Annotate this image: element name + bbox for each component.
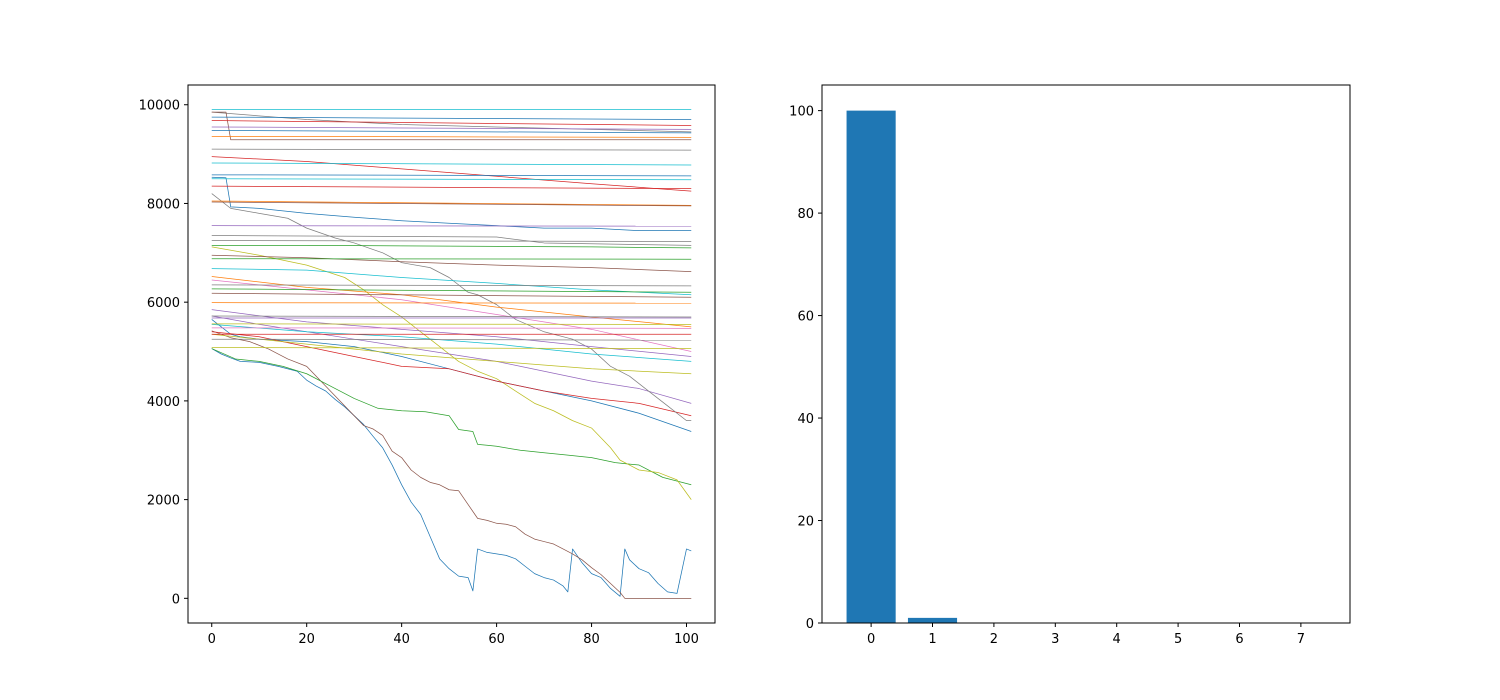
line-series-29	[211, 174, 692, 177]
line-series-group	[211, 109, 692, 599]
line-series-30	[211, 178, 692, 181]
line-series-9	[211, 268, 692, 296]
y-tick-label: 8000	[147, 197, 180, 212]
line-series-11	[211, 279, 692, 352]
line-series-33	[211, 201, 692, 207]
x-tick-label: 6	[1235, 632, 1243, 647]
x-tick-label: 80	[583, 632, 600, 647]
x-tick-label: 0	[867, 632, 875, 647]
bar-1	[907, 617, 958, 623]
line-series-39	[211, 292, 692, 298]
y-tick-label: 6000	[147, 296, 180, 311]
line-chart-panel: 0 20 40 60 80 100 0 2000 4000 6000 8000 10000	[139, 84, 716, 647]
line-series-38	[211, 288, 692, 293]
line-chart-frame	[187, 84, 716, 624]
x-tick-label: 5	[1174, 632, 1182, 647]
line-series-23	[211, 120, 692, 126]
line-series-41	[211, 315, 692, 318]
line-series-13	[211, 324, 692, 362]
line-series-20	[211, 235, 692, 246]
line-series-7	[211, 193, 692, 422]
y-tick-label: 10000	[139, 99, 180, 114]
line-series-19	[211, 111, 692, 141]
x-tick-label: 40	[393, 632, 410, 647]
line-series-22	[211, 116, 692, 120]
x-tick-label: 4	[1113, 632, 1121, 647]
line-series-37	[211, 284, 692, 287]
x-tick-label: 2	[990, 632, 998, 647]
y-tick-label: 40	[797, 412, 814, 427]
line-series-18	[211, 245, 692, 249]
bar-chart-panel: 0 1 2 3 4 5 6 7 0 20 40 60 80 100	[789, 84, 1351, 647]
x-tick-label: 20	[298, 632, 315, 647]
line-series-3	[211, 246, 692, 500]
x-tick-label: 60	[488, 632, 505, 647]
y-tick-label: 60	[797, 310, 814, 325]
line-series-1	[211, 330, 692, 599]
line-series-2	[211, 348, 692, 486]
y-tick-label: 0	[806, 617, 814, 632]
y-tick-label: 2000	[147, 494, 180, 509]
line-series-28	[211, 162, 692, 166]
line-series-25	[211, 130, 692, 134]
line-series-8	[211, 176, 692, 231]
line-series-15	[211, 156, 692, 192]
x-tick-label: 100	[674, 632, 699, 647]
line-series-6	[211, 331, 692, 417]
x-tick-label: 1	[928, 632, 936, 647]
line-series-31	[211, 185, 692, 190]
line-series-32	[211, 200, 692, 206]
line-series-10	[211, 276, 692, 328]
line-series-16	[211, 111, 692, 133]
line-series-44	[211, 323, 692, 325]
line-series-24	[211, 126, 692, 130]
line-series-17	[211, 254, 692, 272]
line-series-26	[211, 135, 692, 138]
line-series-35	[211, 240, 692, 242]
y-tick-label: 20	[797, 515, 814, 530]
y-tick-label: 80	[797, 207, 814, 222]
line-series-14	[211, 333, 692, 375]
line-series-46	[211, 338, 692, 341]
line-series-5	[211, 315, 692, 404]
x-tick-label: 0	[208, 632, 216, 647]
line-series-0	[211, 348, 692, 597]
y-tick-label: 100	[789, 105, 814, 120]
x-tick-label: 3	[1051, 632, 1059, 647]
bar-0	[846, 110, 896, 624]
y-tick-label: 0	[172, 592, 180, 607]
x-tick-label: 7	[1297, 632, 1305, 647]
line-series-47	[211, 347, 692, 349]
y-tick-label: 4000	[147, 395, 180, 410]
line-series-27	[211, 148, 692, 151]
bar-chart-frame	[821, 84, 1351, 624]
